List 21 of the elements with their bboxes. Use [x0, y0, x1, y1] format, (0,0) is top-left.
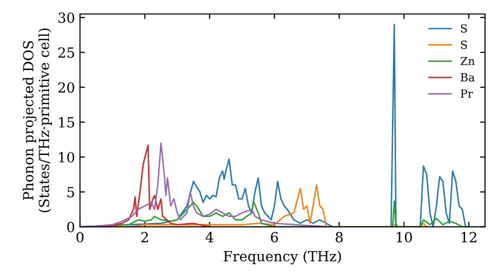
legend-label: S	[461, 40, 467, 49]
legend-label: Zn	[460, 56, 475, 66]
y-tick-label: 25	[58, 47, 74, 58]
x-tick-label: 0	[76, 232, 84, 242]
y-tick-label: 5	[67, 187, 74, 198]
y-tick-label: 10	[59, 152, 74, 163]
y-tick-label: 20	[58, 82, 74, 93]
x-tick-label: 2	[141, 232, 148, 242]
x-tick-label: 6	[270, 232, 278, 242]
x-tick-label: 8	[336, 232, 343, 242]
y-axis-title: Phonon projected DOS (States/THz·primitive cell)	[22, 28, 52, 212]
y-tick-label: 15	[59, 117, 74, 128]
x-tick-label: 4	[206, 232, 214, 242]
x-tick-label: 12	[462, 232, 476, 242]
y-tick-label: 30	[58, 12, 74, 23]
legend-label: Ba	[460, 73, 475, 82]
x-axis-title: Frequency (THz)	[224, 250, 341, 264]
legend-label: S	[461, 24, 467, 33]
x-tick-label: 10	[396, 232, 412, 242]
y-tick-label: 0	[67, 222, 74, 232]
legend-label: Pr	[460, 90, 473, 98]
